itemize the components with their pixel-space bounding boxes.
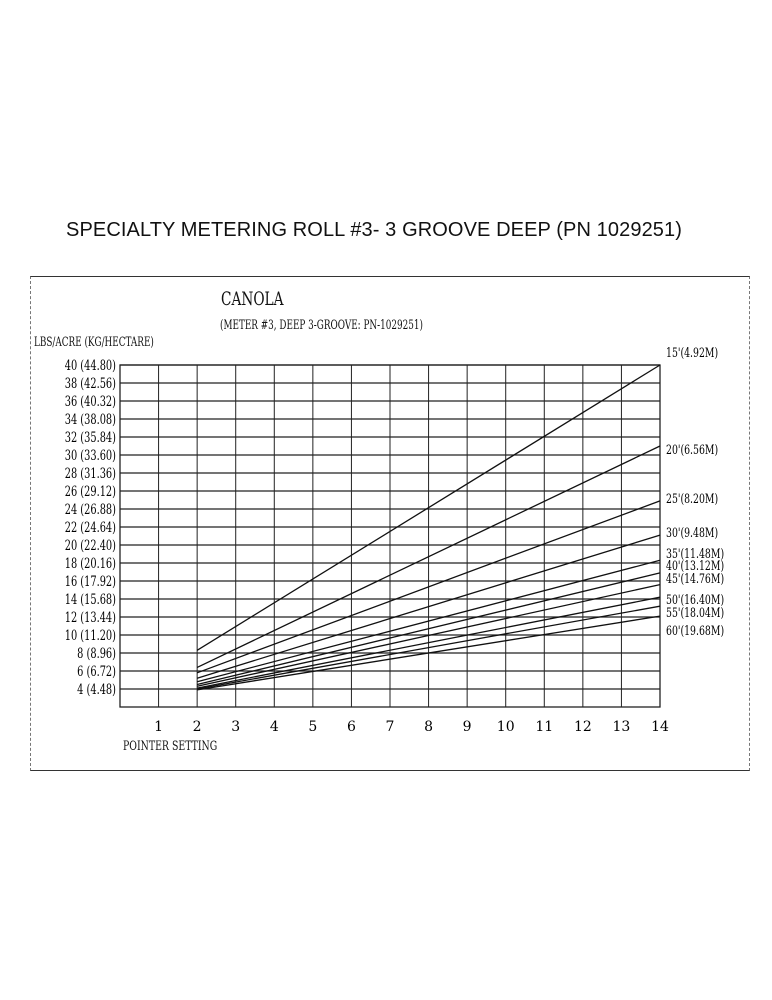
- series-label: 30'(9.48M): [666, 524, 718, 540]
- y-tick-label: 30 (33.60): [65, 447, 116, 463]
- y-tick-label: 16 (17.92): [65, 573, 116, 589]
- x-tick-label: 11: [535, 719, 553, 735]
- y-tick-label: 18 (20.16): [65, 555, 116, 571]
- y-axis-ticks: 40 (44.80) 38 (42.56) 36 (40.32) 34 (38.08)…: [65, 357, 116, 697]
- y-tick-label: 40 (44.80): [65, 357, 116, 373]
- series-line: [196, 364, 661, 651]
- y-axis-label: LBS/ACRE (KG/HECTARE): [34, 335, 154, 350]
- y-tick-label: 26 (29.12): [65, 483, 116, 499]
- y-tick-label: 24 (26.88): [65, 501, 116, 517]
- y-tick-label: 12 (13.44): [65, 609, 116, 625]
- x-tick-label: 5: [308, 719, 317, 735]
- x-tick-label: 10: [497, 719, 515, 735]
- series-line: [197, 615, 661, 691]
- series-label: 40'(13.12M): [666, 557, 724, 573]
- x-tick-label: 3: [231, 719, 240, 735]
- series-lines: [196, 364, 661, 691]
- y-tick-label: 20 (22.40): [65, 537, 116, 553]
- y-tick-label: 36 (40.32): [65, 393, 116, 409]
- series-label: 15'(4.92M): [666, 344, 718, 360]
- series-line: [197, 583, 661, 687]
- series-label: 55'(18.04M): [666, 604, 724, 620]
- series-label: 45'(14.76M): [666, 570, 724, 586]
- x-axis-label: POINTER SETTING: [123, 739, 218, 754]
- x-tick-label: 9: [463, 719, 472, 735]
- series-label: 50'(16.40M): [666, 591, 724, 607]
- chart-subtitle: (METER #3, DEEP 3-GROOVE: PN-1029251): [220, 318, 423, 333]
- x-axis-ticks: 1 2 3 4 5 6 7 8 9 10 11 12 13 14: [154, 719, 669, 735]
- series-line: [197, 596, 661, 689]
- x-tick-label: 2: [193, 719, 202, 735]
- series-label: 35'(11.48M): [666, 545, 724, 561]
- x-tick-label: 7: [386, 719, 395, 735]
- chart-title: CANOLA: [221, 288, 284, 310]
- series-line: [196, 445, 661, 668]
- y-tick-label: 6 (6.72): [77, 663, 116, 679]
- x-tick-label: 6: [347, 719, 356, 735]
- y-tick-label: 28 (31.36): [65, 465, 116, 481]
- y-tick-label: 32 (35.84): [65, 429, 116, 445]
- x-tick-label: 8: [424, 719, 433, 735]
- series-label: 20'(6.56M): [666, 441, 718, 457]
- x-tick-label: 14: [651, 719, 669, 735]
- chart-grid: [119, 364, 661, 708]
- x-tick-label: 1: [154, 719, 163, 735]
- y-tick-label: 14 (15.68): [65, 591, 116, 607]
- y-tick-label: 10 (11.20): [65, 627, 116, 643]
- page-title: SPECIALTY METERING ROLL #3- 3 GROOVE DEE…: [66, 219, 682, 241]
- series-line: [197, 605, 661, 690]
- series-label: 60'(19.68M): [666, 622, 724, 638]
- y-tick-label: 22 (24.64): [65, 519, 116, 535]
- x-tick-label: 13: [613, 719, 631, 735]
- series-labels: 15'(4.92M) 20'(6.56M) 25'(8.20M) 30'(9.48M)…: [666, 344, 724, 638]
- series-line: [196, 559, 661, 683]
- series-line: [196, 500, 661, 674]
- chart-frame: [30, 276, 750, 771]
- y-tick-label: 34 (38.08): [65, 411, 116, 427]
- x-tick-label: 12: [574, 719, 592, 735]
- series-line: [196, 572, 661, 686]
- x-tick-label: 4: [270, 719, 279, 735]
- series-line: [196, 534, 661, 679]
- y-tick-label: 4 (4.48): [77, 681, 116, 697]
- series-label: 25'(8.20M): [666, 490, 718, 506]
- y-tick-label: 8 (8.96): [77, 645, 116, 661]
- y-tick-label: 38 (42.56): [65, 375, 116, 391]
